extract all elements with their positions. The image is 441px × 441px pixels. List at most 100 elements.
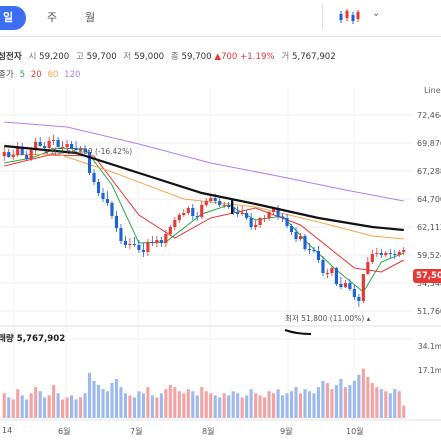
- chart-type-label: Line: [424, 86, 441, 95]
- volume-bar: [43, 397, 47, 418]
- volume-bar: [177, 391, 181, 418]
- candle-body: [298, 236, 303, 239]
- candle-body: [20, 147, 24, 155]
- volume-bar: [164, 389, 168, 418]
- tab-weekly[interactable]: 주: [46, 11, 58, 24]
- volume-bar: [96, 385, 101, 418]
- volume-bar: [361, 368, 365, 418]
- candle-body: [231, 207, 235, 212]
- volume-bar: [316, 387, 321, 418]
- open-value: 59,200: [39, 52, 70, 62]
- volume-bar: [321, 380, 325, 418]
- volume-bar: [119, 387, 123, 418]
- volume-bar: [245, 395, 249, 418]
- ma20-label: 20: [30, 70, 42, 80]
- price-tick: 67,288: [417, 167, 441, 176]
- volume-bar: [83, 393, 87, 418]
- volume-bar: [303, 389, 307, 418]
- volume-label: 거: [281, 52, 290, 62]
- volume-bar: [20, 395, 24, 418]
- change-value: ▲700: [214, 52, 238, 62]
- candlestick-chart-icon[interactable]: [338, 8, 360, 26]
- volume-bar: [343, 387, 347, 418]
- volume-bar: [2, 393, 6, 418]
- open-label: 시: [28, 52, 37, 62]
- candle-body: [34, 142, 38, 150]
- candle-body: [168, 227, 172, 234]
- ma-legend[interactable]: 종가 5 20 60 120: [0, 68, 84, 80]
- pen-mark: [284, 329, 312, 335]
- candle-body: [177, 215, 181, 220]
- candle-body: [285, 218, 289, 226]
- volume-bars: [2, 368, 406, 418]
- high-label: 고: [75, 52, 84, 62]
- volume-bar: [78, 397, 83, 418]
- volume-bar: [307, 391, 312, 418]
- volume-bar: [191, 391, 195, 418]
- candle-body: [78, 149, 83, 150]
- candle-body: [61, 147, 65, 148]
- candle-body: [87, 152, 92, 173]
- ma-line-120: [4, 121, 404, 202]
- volume-bar: [393, 389, 397, 418]
- candle-body: [25, 155, 29, 159]
- volume-bar: [186, 389, 190, 418]
- candle-body: [379, 253, 383, 255]
- price-tick: 64,700: [417, 195, 441, 204]
- ma-line-20: [4, 154, 405, 273]
- volume-bar: [92, 380, 96, 418]
- price-tick: 51,760: [417, 307, 441, 316]
- candlesticks: [2, 135, 406, 307]
- close-value: 59,700: [181, 52, 212, 62]
- volume-bar: [370, 383, 374, 418]
- candle-body: [101, 193, 105, 199]
- change-percent: +1.19%: [240, 52, 275, 62]
- volume-bar: [254, 393, 258, 418]
- volume-bar: [236, 393, 240, 418]
- volume-bar: [227, 395, 231, 418]
- max-price-annotation: ◂ 최고 68,800 (-16.42%): [44, 147, 133, 156]
- min-price-annotation: 최저 51,800 (11.00%) ▴: [285, 314, 371, 323]
- volume-bar: [110, 383, 114, 418]
- candle-body: [7, 152, 11, 157]
- candle-body: [105, 199, 110, 203]
- x-axis-label: 8월: [202, 427, 215, 436]
- tab-daily[interactable]: 일: [0, 6, 26, 30]
- x-axis-label: 9월: [280, 427, 293, 436]
- volume-bar: [209, 393, 213, 418]
- volume-bar: [397, 391, 401, 418]
- volume-bar: [258, 395, 262, 418]
- volume-bar: [173, 387, 177, 418]
- candle-body: [209, 198, 213, 201]
- volume-bar: [231, 391, 235, 418]
- volume-bar: [366, 376, 370, 418]
- candle-body: [141, 250, 145, 252]
- ma-line-5: [4, 147, 404, 293]
- tab-monthly[interactable]: 월: [84, 11, 96, 24]
- volume-bar: [249, 389, 253, 418]
- volume-bar: [74, 399, 78, 418]
- volume-value: 5,767,902: [292, 52, 336, 62]
- candle-body: [191, 208, 195, 216]
- trend-line-path: [4, 144, 404, 232]
- chevron-down-icon[interactable]: ⌄: [372, 8, 381, 19]
- candle-body: [155, 240, 159, 243]
- volume-bar: [159, 393, 163, 418]
- candle-body: [289, 226, 294, 232]
- volume-bar: [47, 395, 51, 418]
- candle-body: [204, 201, 208, 205]
- volume-bar: [168, 385, 172, 418]
- volume-tick: 34.1m: [418, 342, 441, 351]
- volume-bar: [384, 391, 388, 418]
- candle-body: [195, 216, 199, 217]
- min-price-text: 최저 51,800 (11.00%): [285, 314, 365, 323]
- candle-body: [343, 283, 347, 287]
- volume-title: 래량 5,767,902: [0, 334, 66, 344]
- price-tick: 59,524: [417, 251, 441, 260]
- candle-body: [123, 241, 128, 245]
- candle-body: [236, 212, 240, 214]
- volume-bar: [240, 397, 244, 418]
- volume-bar: [101, 389, 105, 418]
- candle-body: [303, 236, 307, 249]
